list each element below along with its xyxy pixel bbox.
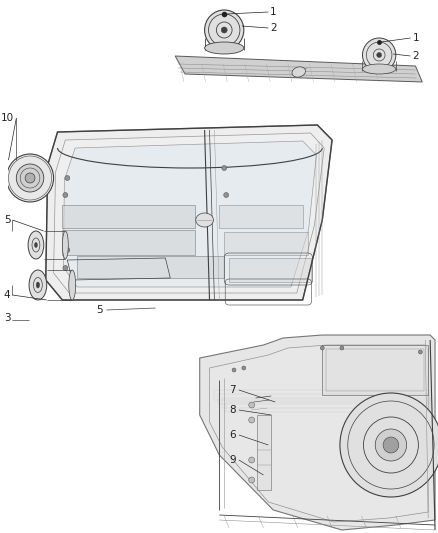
Text: 4: 4 xyxy=(4,290,11,300)
Circle shape xyxy=(375,429,406,461)
Ellipse shape xyxy=(196,213,213,227)
Ellipse shape xyxy=(69,270,76,300)
Ellipse shape xyxy=(205,42,244,54)
Polygon shape xyxy=(224,232,307,255)
Ellipse shape xyxy=(29,270,47,300)
Ellipse shape xyxy=(292,67,305,77)
Text: 3: 3 xyxy=(4,313,11,323)
Circle shape xyxy=(320,346,324,350)
Circle shape xyxy=(249,402,254,408)
Text: 2: 2 xyxy=(413,51,419,61)
Circle shape xyxy=(383,437,399,453)
Polygon shape xyxy=(200,335,435,530)
Polygon shape xyxy=(229,258,311,282)
Circle shape xyxy=(16,164,44,192)
Circle shape xyxy=(205,10,244,50)
Polygon shape xyxy=(219,205,303,228)
Polygon shape xyxy=(62,205,195,228)
Circle shape xyxy=(25,173,35,183)
Circle shape xyxy=(232,368,236,372)
Circle shape xyxy=(65,247,70,253)
Text: 9: 9 xyxy=(230,455,236,465)
Text: 7: 7 xyxy=(230,385,236,395)
Circle shape xyxy=(340,346,344,350)
Circle shape xyxy=(221,27,227,33)
Polygon shape xyxy=(322,345,428,395)
Circle shape xyxy=(249,477,254,483)
Polygon shape xyxy=(77,256,224,278)
Ellipse shape xyxy=(363,64,396,74)
Circle shape xyxy=(418,350,422,354)
Ellipse shape xyxy=(36,282,39,288)
Circle shape xyxy=(7,154,53,202)
Polygon shape xyxy=(64,141,316,287)
Polygon shape xyxy=(257,415,271,490)
Ellipse shape xyxy=(28,231,44,259)
Circle shape xyxy=(249,457,254,463)
Circle shape xyxy=(222,166,227,171)
Text: 8: 8 xyxy=(230,405,236,415)
Circle shape xyxy=(224,192,229,198)
Polygon shape xyxy=(62,230,195,255)
Text: 10: 10 xyxy=(1,113,14,123)
Ellipse shape xyxy=(35,243,37,247)
Text: 5: 5 xyxy=(96,305,102,315)
Polygon shape xyxy=(209,345,428,522)
Polygon shape xyxy=(46,125,332,300)
Text: 1: 1 xyxy=(413,33,419,43)
Polygon shape xyxy=(175,56,422,82)
Circle shape xyxy=(242,366,246,370)
Circle shape xyxy=(363,38,396,72)
Text: 5: 5 xyxy=(4,215,11,225)
Circle shape xyxy=(63,265,68,271)
Polygon shape xyxy=(53,133,324,293)
Circle shape xyxy=(377,52,381,58)
Circle shape xyxy=(63,192,68,198)
Circle shape xyxy=(65,175,70,181)
Circle shape xyxy=(249,417,254,423)
Ellipse shape xyxy=(62,231,68,259)
Text: 2: 2 xyxy=(270,23,277,33)
Text: 1: 1 xyxy=(270,7,277,17)
Text: 6: 6 xyxy=(230,430,236,440)
Circle shape xyxy=(340,393,438,497)
